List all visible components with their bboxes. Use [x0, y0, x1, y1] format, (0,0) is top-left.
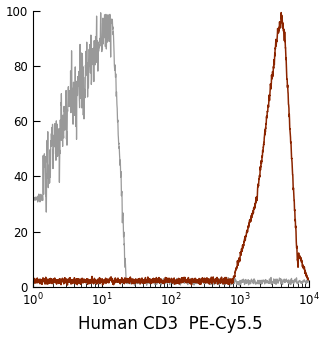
X-axis label: Human CD3  PE-Cy5.5: Human CD3 PE-Cy5.5 [78, 316, 263, 334]
